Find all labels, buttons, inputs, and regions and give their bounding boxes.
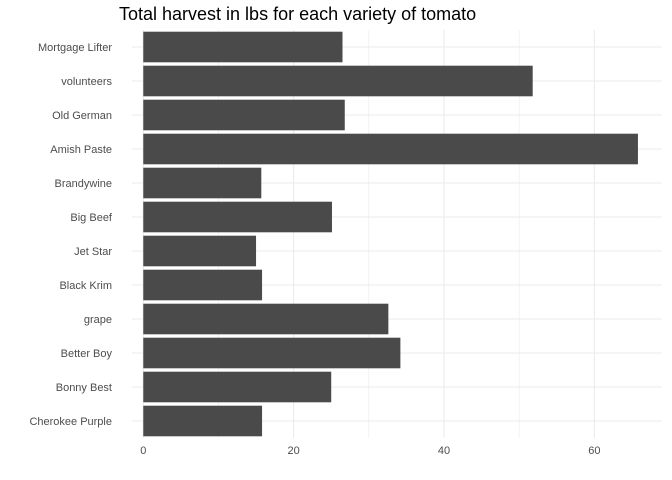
- y-tick-label: Better Boy: [61, 348, 113, 360]
- y-tick-label: volunteers: [61, 76, 112, 88]
- bar: [143, 269, 263, 301]
- x-tick-label: 60: [588, 445, 600, 457]
- y-tick-label: Jet Star: [74, 246, 112, 258]
- y-tick-label: Black Krim: [59, 280, 112, 292]
- y-tick-labels: Mortgage Lifter volunteers Old German Amish…: [29, 42, 112, 428]
- bar: [143, 31, 343, 63]
- y-tick-label: Mortgage Lifter: [38, 42, 112, 54]
- y-tick-label: Big Beef: [70, 212, 113, 224]
- bar: [143, 65, 533, 97]
- y-tick-label: Brandywine: [55, 178, 112, 190]
- x-tick-label: 40: [438, 445, 450, 457]
- y-tick-label: Amish Paste: [50, 144, 112, 156]
- x-tick-labels: 0 20 40 60: [140, 445, 600, 457]
- bar: [143, 201, 332, 233]
- x-tick-label: 20: [288, 445, 300, 457]
- bar: [143, 405, 263, 437]
- bar: [143, 235, 257, 267]
- y-tick-label: Old German: [52, 110, 112, 122]
- y-tick-label: Cherokee Purple: [29, 416, 112, 428]
- bar: [143, 167, 262, 199]
- bar: [143, 99, 345, 131]
- bar: [143, 337, 401, 369]
- bar: [143, 303, 389, 335]
- bar: [143, 133, 638, 165]
- chart-title: Total harvest in lbs for each variety of…: [119, 4, 477, 24]
- x-tick-label: 0: [140, 445, 146, 457]
- bar-layer: [143, 31, 638, 437]
- y-tick-label: grape: [84, 314, 112, 326]
- y-tick-label: Bonny Best: [56, 382, 112, 394]
- bar: [143, 371, 332, 403]
